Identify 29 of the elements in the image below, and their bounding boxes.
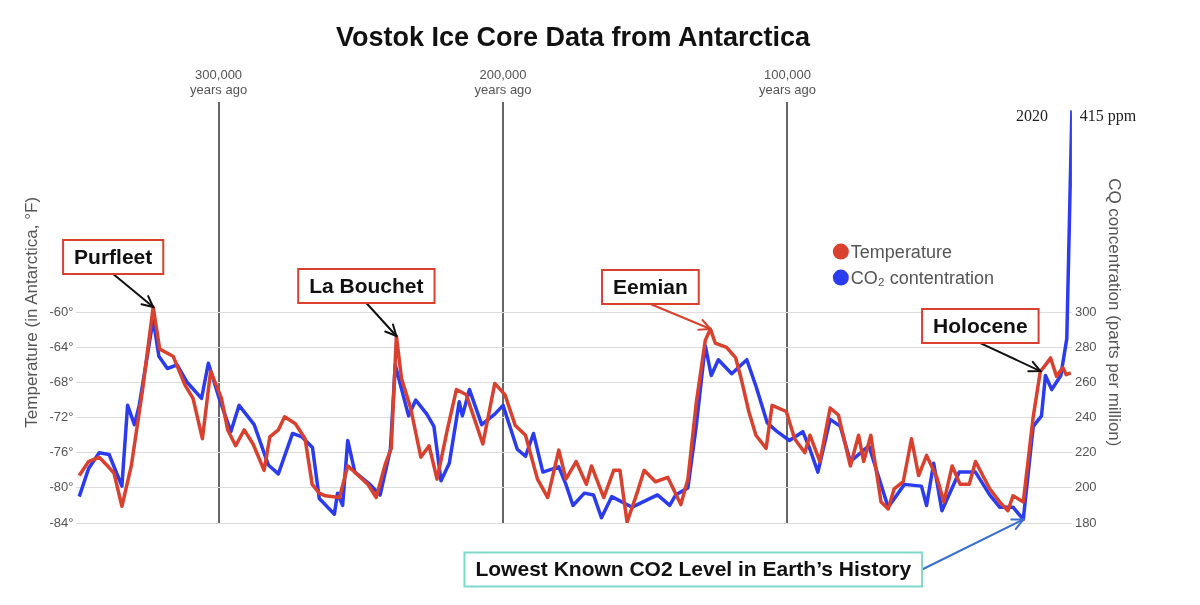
y2-tick-label: 200 [1074,479,1097,495]
y-tick-label: -64° [49,338,74,354]
y-tick-label: -84° [49,514,74,530]
annotation: 415 ppm [1079,106,1137,125]
y2-tick-label: 280 [1074,338,1097,354]
y-tick-label: -60° [49,303,74,319]
annotation: Purfleet [74,244,153,268]
annotation: La Bouchet [309,273,424,297]
x-tick-label: 200,000 years ago [474,66,532,98]
legend-label: CO₂ contentration [850,267,994,288]
chart-title: Vostok Ice Core Data from Antarctica [335,21,812,52]
annotation: 2020 [1015,106,1048,124]
y2-tick-label: 300 [1074,303,1097,319]
annotation: Lowest Known CO2 Level in Earth’s History [475,557,912,581]
annotation: Eemian [613,274,688,298]
y-tick-label: -68° [49,374,74,390]
y-tick-label: -80° [49,479,74,495]
legend-label: Temperature [850,241,952,262]
x-tick-label: 300,000 years ago [190,66,248,98]
y2-tick-label: 240 [1074,409,1097,425]
y2-axis-title: CQ concentration (parts per million) [1105,178,1125,447]
annotation: Holocene [933,313,1028,337]
y-tick-label: -76° [49,444,74,460]
y-tick-label: -72° [49,409,74,425]
x-tick-label: 100,000 years ago [758,66,817,98]
y2-tick-label: 180 [1074,514,1097,530]
y2-tick-label: 260 [1074,374,1097,390]
y-axis-title: Temperature (in Antarctica, °F) [21,196,41,428]
y2-tick-label: 220 [1074,444,1097,460]
